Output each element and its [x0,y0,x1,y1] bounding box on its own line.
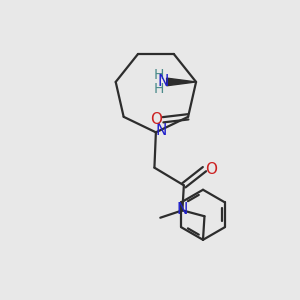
Text: N: N [176,202,188,217]
Text: O: O [151,112,163,127]
Text: N: N [155,123,167,138]
Text: N: N [158,74,169,89]
Text: O: O [205,162,217,177]
Text: H: H [153,82,164,96]
Text: H: H [153,68,164,82]
Polygon shape [167,78,196,86]
